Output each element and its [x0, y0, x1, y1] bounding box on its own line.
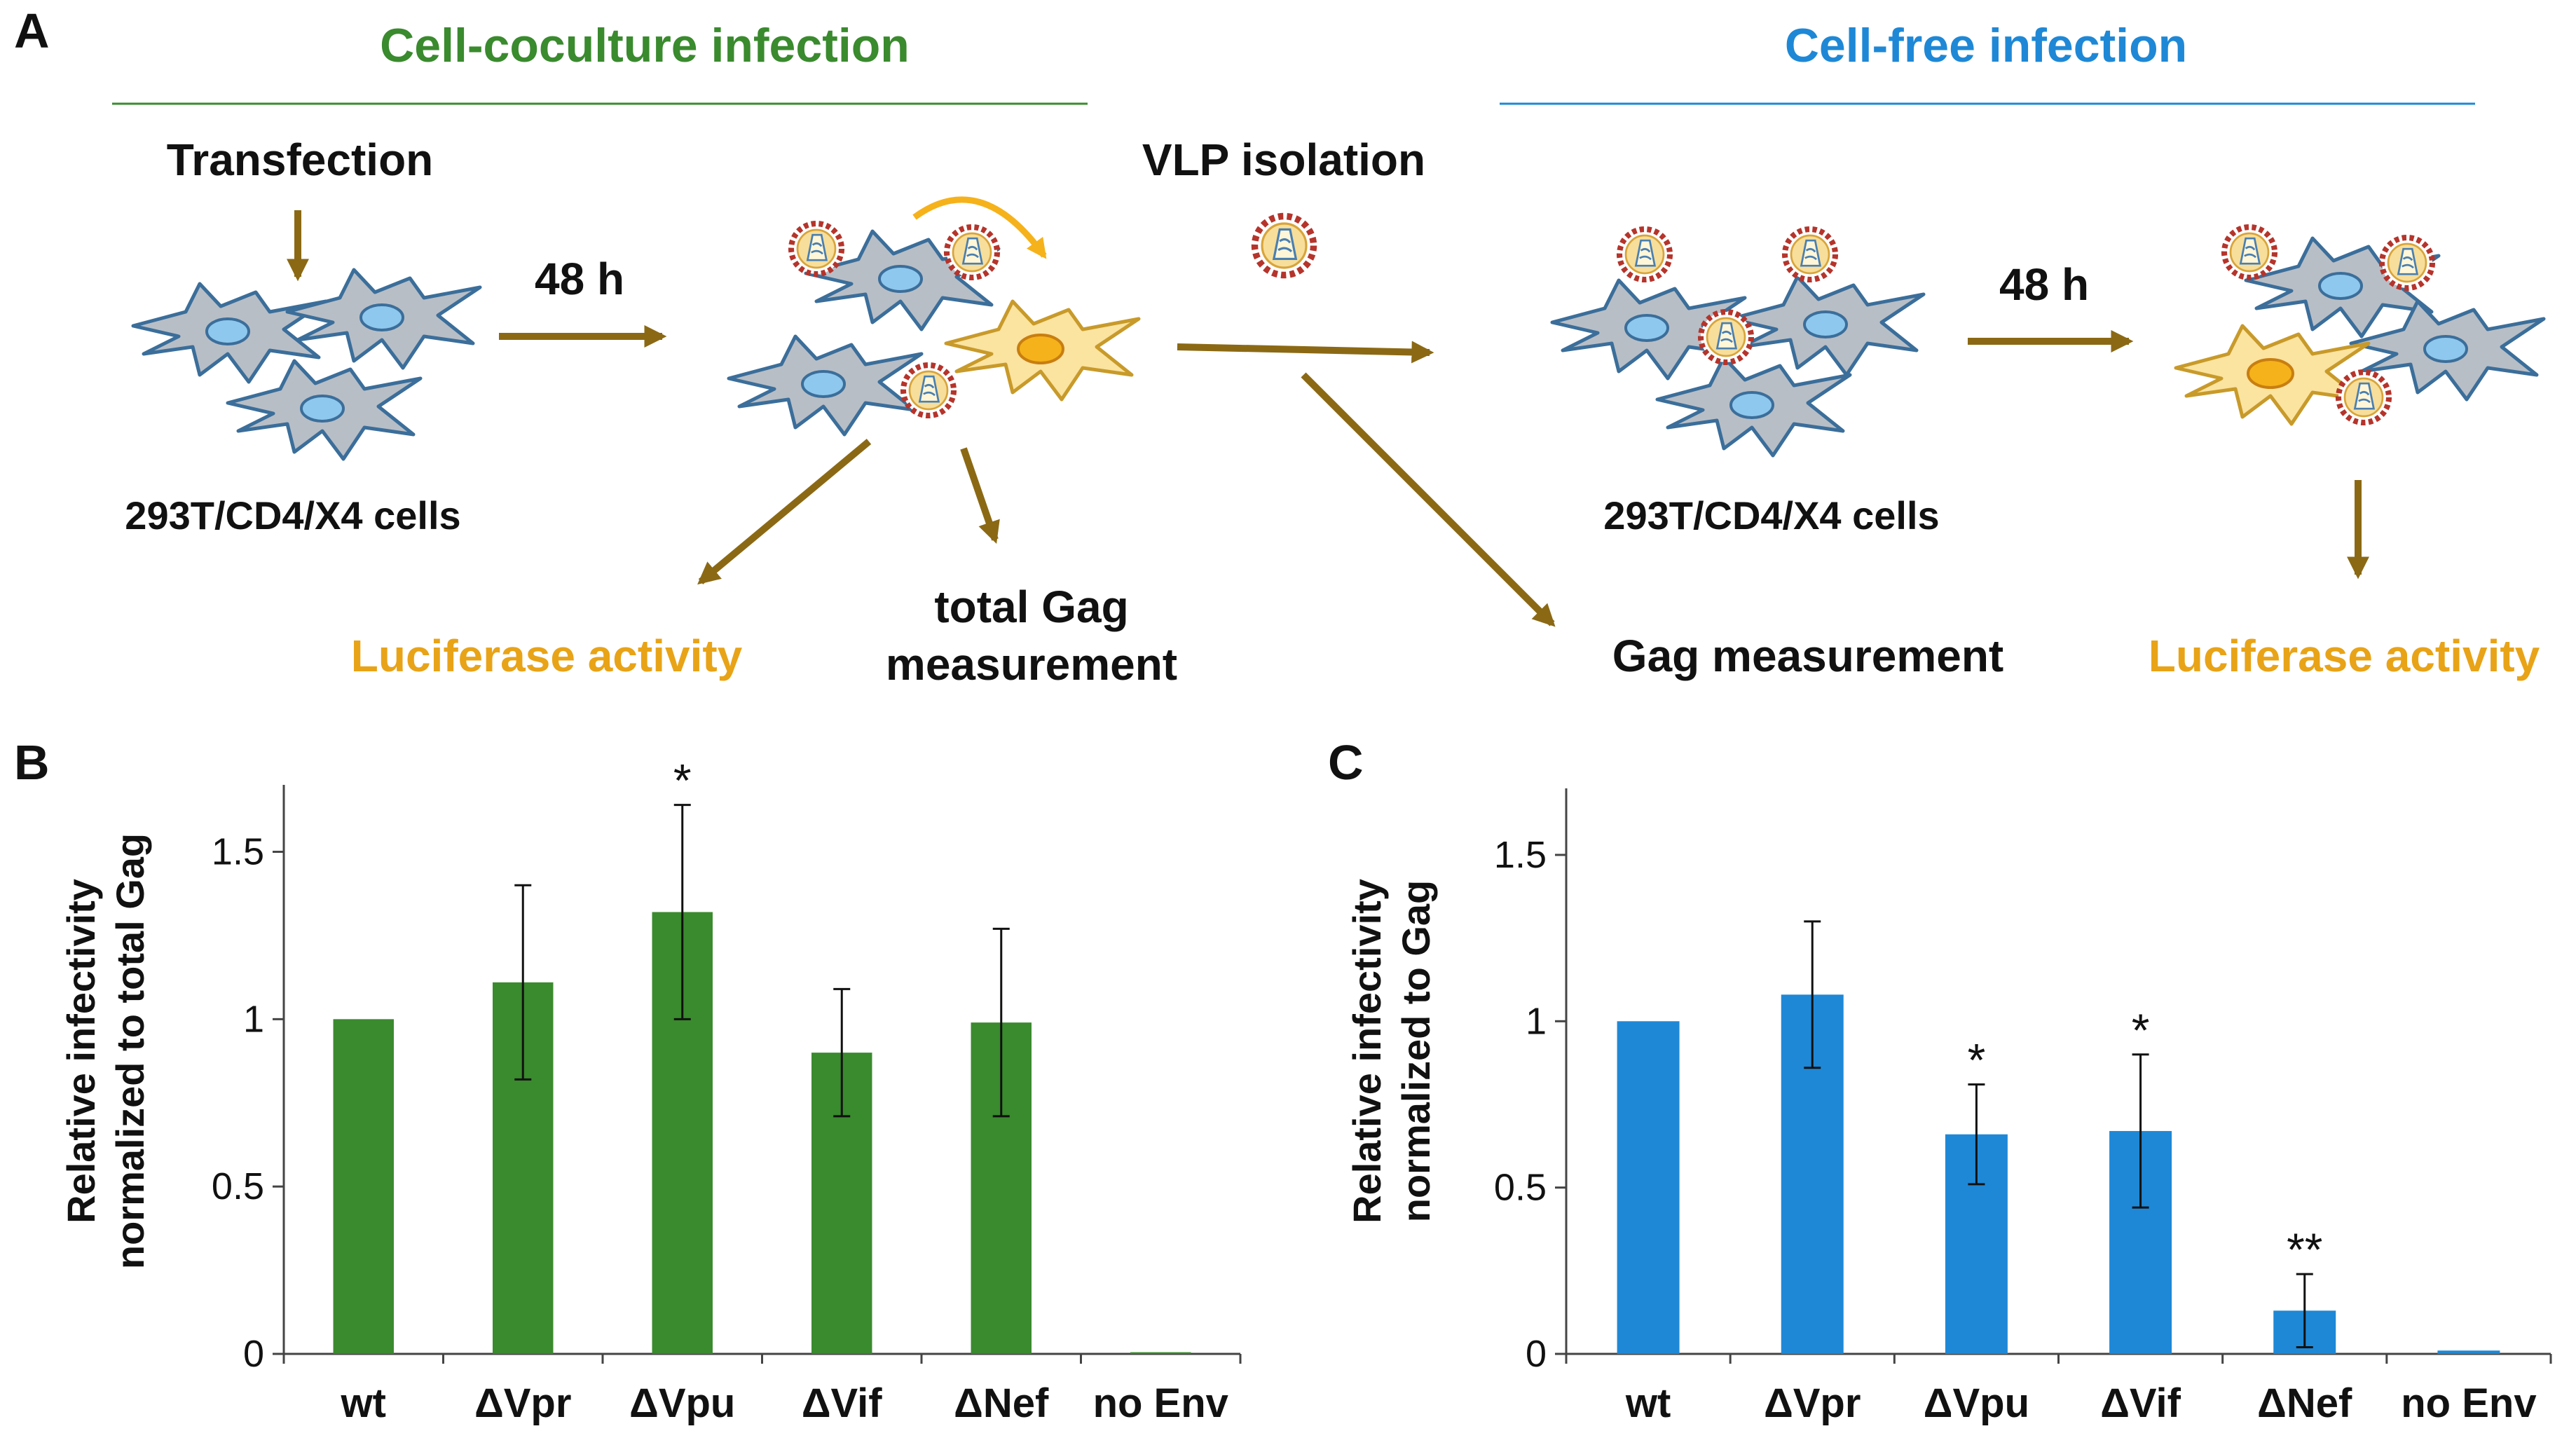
luciferase-left-label: Luciferase activity: [351, 631, 743, 681]
y-tick-label: 0: [243, 1333, 264, 1375]
y-axis-label-b-line2: normalized to total Gag: [108, 833, 152, 1269]
x-category-label: ΔVif: [2100, 1381, 2181, 1426]
significance-marker: *: [673, 755, 692, 807]
luciferase-right-label: Luciferase activity: [2149, 631, 2540, 681]
transmission-arrow: [912, 196, 1047, 259]
y-tick-label: 0.5: [212, 1165, 264, 1207]
cells-right-label: 293T/CD4/X4 cells: [1603, 493, 1939, 537]
bar-c: [2437, 1350, 2500, 1354]
vlp-icon: [2338, 372, 2389, 423]
y-axis-label-b-line1: Relative infectivity: [59, 879, 103, 1224]
x-category-label: wt: [341, 1381, 386, 1426]
panel-letter-a: A: [14, 4, 50, 58]
vlp-icon: [1785, 229, 1835, 280]
significance-marker: **: [2287, 1224, 2322, 1275]
x-category-label: ΔVpr: [1764, 1381, 1861, 1426]
gag-measurement-label: Gag measurement: [1612, 631, 2003, 681]
cell-free-title: Cell-free infection: [1785, 19, 2187, 72]
y-tick-label: 0.5: [1494, 1167, 1547, 1209]
x-category-label: no Env: [1093, 1381, 1228, 1426]
cell-icon: [1731, 277, 1924, 375]
significance-marker: *: [1968, 1034, 1986, 1085]
y-tick-label: 0: [1526, 1333, 1547, 1375]
y-tick-label: 1: [1526, 1000, 1547, 1042]
vlp-icon: [791, 224, 842, 274]
arrow-to-total-gag: [960, 447, 1000, 544]
panel-letter-c: C: [1328, 735, 1364, 790]
vlp-icon: [1255, 217, 1314, 275]
y-tick-label: 1: [243, 998, 264, 1040]
panel-a: A Cell-coculture infection Cell-free inf…: [14, 4, 2544, 690]
cell-icon: [228, 361, 420, 459]
panel-c: C Relative infectivity normalized to Gag…: [1328, 735, 2552, 1426]
vlp-icon: [2224, 227, 2275, 278]
x-category-label: no Env: [2401, 1381, 2536, 1426]
panel-b: B Relative infectivity normalized to tot…: [14, 735, 1242, 1426]
cells-left-label: 293T/CD4/X4 cells: [125, 493, 460, 537]
time-48h-left: 48 h: [535, 254, 624, 304]
panel-letter-b: B: [14, 735, 50, 790]
x-category-label: ΔVpu: [1924, 1381, 2029, 1426]
bar-b: [1130, 1352, 1191, 1354]
arrow-to-luciferase-left: [697, 439, 872, 585]
vlp-icon: [947, 227, 997, 278]
cell-coculture-title: Cell-coculture infection: [380, 19, 910, 72]
significance-marker: *: [2132, 1004, 2150, 1056]
y-axis-label-c-line1: Relative infectivity: [1345, 879, 1389, 1224]
x-category-label: ΔVpu: [629, 1381, 735, 1426]
vlp-icon: [2382, 238, 2432, 288]
transfection-label: Transfection: [167, 135, 434, 185]
x-category-label: ΔNef: [2257, 1381, 2352, 1426]
infected-cell-icon: [2176, 326, 2369, 424]
vlp-icon: [1701, 312, 1751, 362]
bar-c: [1617, 1021, 1680, 1354]
time-48h-right: 48 h: [1999, 259, 2089, 310]
cell-icon: [729, 336, 922, 434]
arrow-to-gag-measurement: [1301, 372, 1556, 627]
infected-cell-icon: [946, 301, 1139, 399]
vlp-icon: [903, 365, 954, 416]
bar-b: [333, 1019, 394, 1354]
x-category-label: wt: [1625, 1381, 1671, 1426]
vlp-isolation-label: VLP isolation: [1142, 135, 1425, 185]
total-gag-line1: total Gag: [934, 582, 1128, 632]
cell-icon: [1657, 357, 1850, 456]
arrow-vlp-to-cells: [1177, 341, 1434, 364]
x-category-label: ΔNef: [954, 1381, 1049, 1426]
chart-c: 0 0.5 1 1.5 wt ΔVpr * ΔVpu * ΔVif ** ΔNef no Env: [1494, 788, 2552, 1426]
x-category-label: ΔVpr: [474, 1381, 571, 1426]
y-tick-label: 1.5: [212, 831, 264, 873]
total-gag-line2: measurement: [886, 639, 1177, 690]
y-axis-label-c-line2: normalized to Gag: [1394, 880, 1438, 1223]
y-tick-label: 1.5: [1494, 834, 1547, 876]
vlp-icon: [1619, 229, 1670, 280]
chart-b: 0 0.5 1 1.5 wt ΔVpr * ΔVpu ΔVif ΔNef no Env: [212, 755, 1242, 1426]
x-category-label: ΔVif: [802, 1381, 882, 1426]
